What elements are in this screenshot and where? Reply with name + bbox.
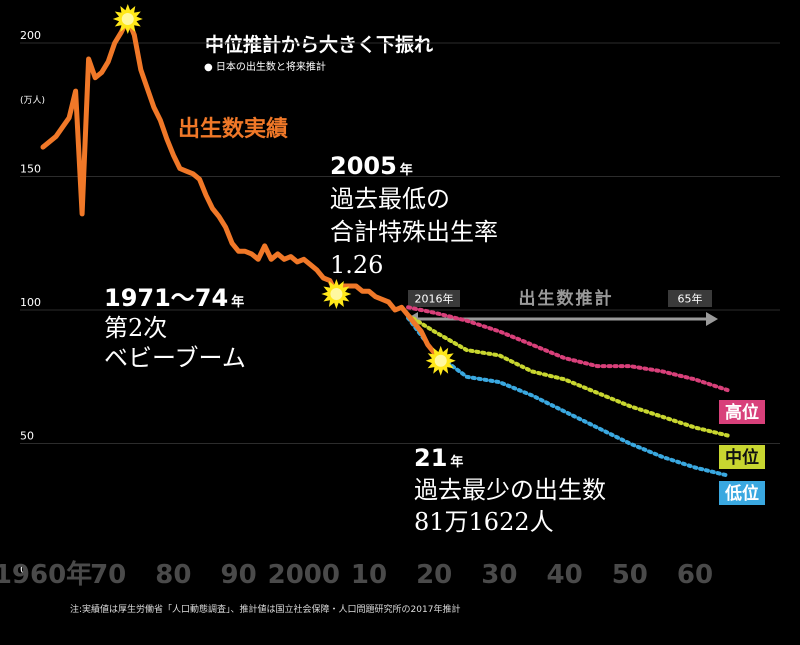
chart-subtitle: ● 日本の出生数と将来推計 — [204, 60, 326, 73]
x-tick-label: 90 — [221, 560, 257, 590]
annotation-2021-line-1: 過去最少の出生数 — [414, 476, 606, 504]
y-tick-label: 200 — [20, 29, 41, 42]
x-tick-label: 1960年 — [0, 559, 92, 590]
y-tick-label: 50 — [20, 430, 34, 443]
annotation-2005-year-suffix: 年 — [400, 162, 413, 178]
annotation-2005-line-3: 1.26 — [330, 251, 383, 279]
annotation-boom-year: 1971〜74 年 — [104, 284, 244, 312]
actual-series — [40, 16, 444, 364]
y-tick-label: 150 — [20, 163, 41, 176]
projection-line — [406, 305, 730, 393]
y-tick-label: 0 — [20, 563, 27, 576]
y-tick-label: 100 — [20, 296, 41, 309]
annotation-boom-year-suffix: 年 — [231, 294, 244, 310]
annotation-boom-year-text: 1971〜74 — [104, 284, 228, 312]
annotation-2021-line-2: 81万1622人 — [414, 508, 554, 536]
x-tick-label: 60 — [677, 560, 713, 590]
projection-series — [406, 305, 730, 478]
projection-line — [406, 316, 730, 478]
x-tick-label: 2000 — [268, 560, 340, 590]
x-tick-label: 20 — [416, 560, 452, 590]
projection-tag-box — [719, 481, 765, 505]
projection-tag-label: 低位 — [724, 483, 759, 504]
projection-end-label: 65年 — [678, 292, 703, 306]
annotation-boom-line-2: ベビーブーム — [104, 344, 246, 372]
x-tick-label: 10 — [351, 560, 387, 590]
x-tick-label: 30 — [481, 560, 517, 590]
projection-end-box — [668, 290, 712, 307]
highlight-core — [121, 12, 134, 25]
annotation-boom-line-1: 第2次 — [104, 314, 167, 342]
annotation-2021-year: 21 年 — [414, 444, 463, 472]
projection-start-box — [408, 290, 460, 307]
projection-line — [406, 313, 730, 438]
projection-tag-label: 高位 — [725, 402, 759, 423]
x-tick-label: 40 — [547, 560, 583, 590]
x-tick-label: 50 — [612, 560, 648, 590]
projection-range-arrow-right — [706, 312, 718, 326]
projection-tag-box — [719, 445, 765, 469]
annotation-2005-line-1: 過去最低の — [330, 185, 450, 213]
actual-series-label: 出生数実績 — [178, 116, 288, 142]
annotation-2021-year-suffix: 年 — [450, 454, 463, 470]
x-tick-label: 70 — [90, 560, 126, 590]
projection-start-label: 2016年 — [415, 292, 454, 306]
y-grid: 200 150 100 50 0 — [20, 29, 780, 576]
projection-range: 2016年 65年 出生数推計 — [406, 288, 718, 326]
projection-tag-label: 中位 — [725, 447, 759, 468]
annotation-2005-year: 2005 年 — [330, 152, 413, 180]
chart-title: 中位推計から大きく下振れ — [205, 33, 433, 56]
annotation-2005-line-2: 合計特殊出生率 — [330, 218, 498, 246]
y-unit-label: (万人) — [20, 95, 45, 106]
annotation-2005-year-text: 2005 — [330, 152, 397, 180]
highlight-markers — [112, 4, 456, 376]
actual-line — [40, 16, 444, 364]
annotation-boom: 1971〜74 年 第2次 ベビーブーム — [104, 284, 246, 372]
highlight-core — [434, 354, 447, 367]
annotation-2005: 2005 年 過去最低の 合計特殊出生率 1.26 — [330, 152, 498, 279]
highlight-core — [330, 287, 343, 300]
x-tick-label: 80 — [155, 560, 191, 590]
projection-tag-box — [719, 400, 765, 424]
source-note: 注:実績値は厚生労働省「人口動態調査」、推計値は国立社会保障・人口問題研究所の2… — [70, 603, 460, 615]
annotation-2021-year-text: 21 — [414, 444, 447, 472]
annotation-2021: 21 年 過去最少の出生数 81万1622人 — [414, 444, 606, 536]
projection-range-label: 出生数推計 — [519, 288, 614, 309]
